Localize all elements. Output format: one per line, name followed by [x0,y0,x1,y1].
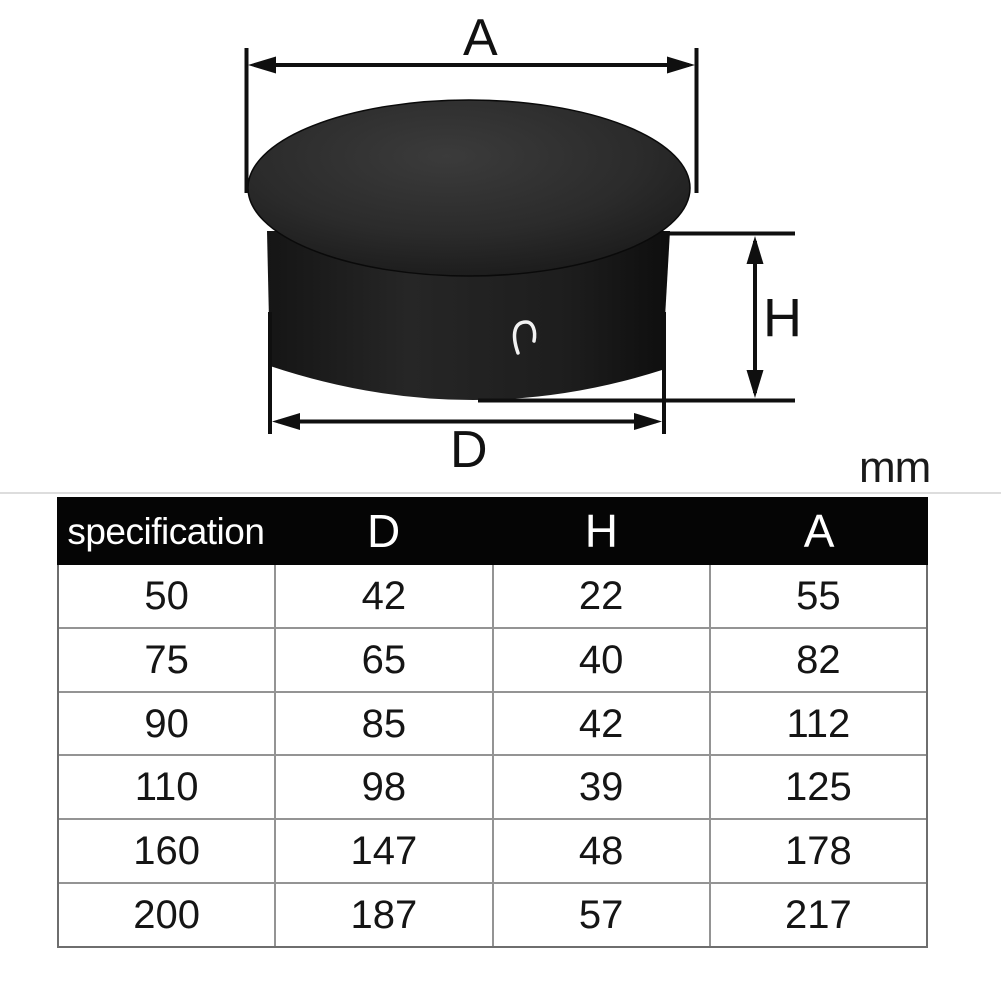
cell-h: 40 [491,628,709,691]
dimension-h-lines [478,231,795,403]
dimension-label-h: H [763,288,802,348]
header-cell-h: H [584,505,618,557]
spec-table-header-row: specification D H A [57,497,928,565]
unit-label-mm: mm [859,443,931,492]
cell-h: 57 [491,884,709,946]
arrowhead-a-right [667,56,695,74]
table-row: 50 42 22 55 [59,565,926,627]
spec-table: specification D H A 50 42 22 55 75 65 40… [57,497,928,948]
cell-h: 42 [491,692,709,755]
arrowhead-d-left [272,413,300,430]
arrowhead-h-top [746,236,764,264]
header-cell-d: D [367,505,401,557]
header-cell-a: A [803,505,835,557]
cell-spec: 50 [144,573,189,618]
table-row: 75 65 40 82 [59,626,926,691]
pipe-cap-dimension-diagram [244,48,795,434]
cell-a: 112 [708,692,926,755]
cell-d: 147 [274,820,491,883]
spec-table-body: 50 42 22 55 75 65 40 82 90 85 42 112 110… [57,565,928,948]
header-cell-specification: specification [67,510,265,552]
arrowhead-d-right [634,413,662,430]
cell-spec: 160 [133,829,200,874]
dimension-d-lines [268,312,666,434]
table-row: 200 187 57 217 [59,882,926,946]
cell-d: 187 [274,884,491,946]
dimension-label-a: A [463,9,498,67]
dimension-label-d: D [450,421,488,479]
cell-d: 85 [274,692,491,755]
pipe-cap-body [267,231,670,401]
pipe-cap-top-flange [247,99,691,277]
cell-spec: 90 [144,701,189,746]
cell-d: 98 [274,756,491,819]
body-highlight-mark [512,320,537,355]
table-row: 110 98 39 125 [59,754,926,819]
cell-a: 125 [708,756,926,819]
dimension-a-lines [244,48,699,193]
cell-a: 82 [708,628,926,691]
cell-spec: 75 [144,637,189,682]
arrowhead-a-left [248,56,276,74]
cell-d: 65 [274,628,491,691]
cell-a: 178 [708,820,926,883]
table-row: 90 85 42 112 [59,690,926,755]
cell-h: 22 [491,565,709,627]
cell-h: 39 [491,756,709,819]
cell-a: 55 [708,565,926,627]
cell-a: 217 [708,884,926,946]
arrowhead-h-bottom [746,370,764,398]
cell-spec: 200 [133,893,200,938]
cell-spec: 110 [134,765,199,810]
photo-border-line [0,492,1001,494]
table-row: 160 147 48 178 [59,818,926,883]
cell-d: 42 [274,565,491,627]
cell-h: 48 [491,820,709,883]
